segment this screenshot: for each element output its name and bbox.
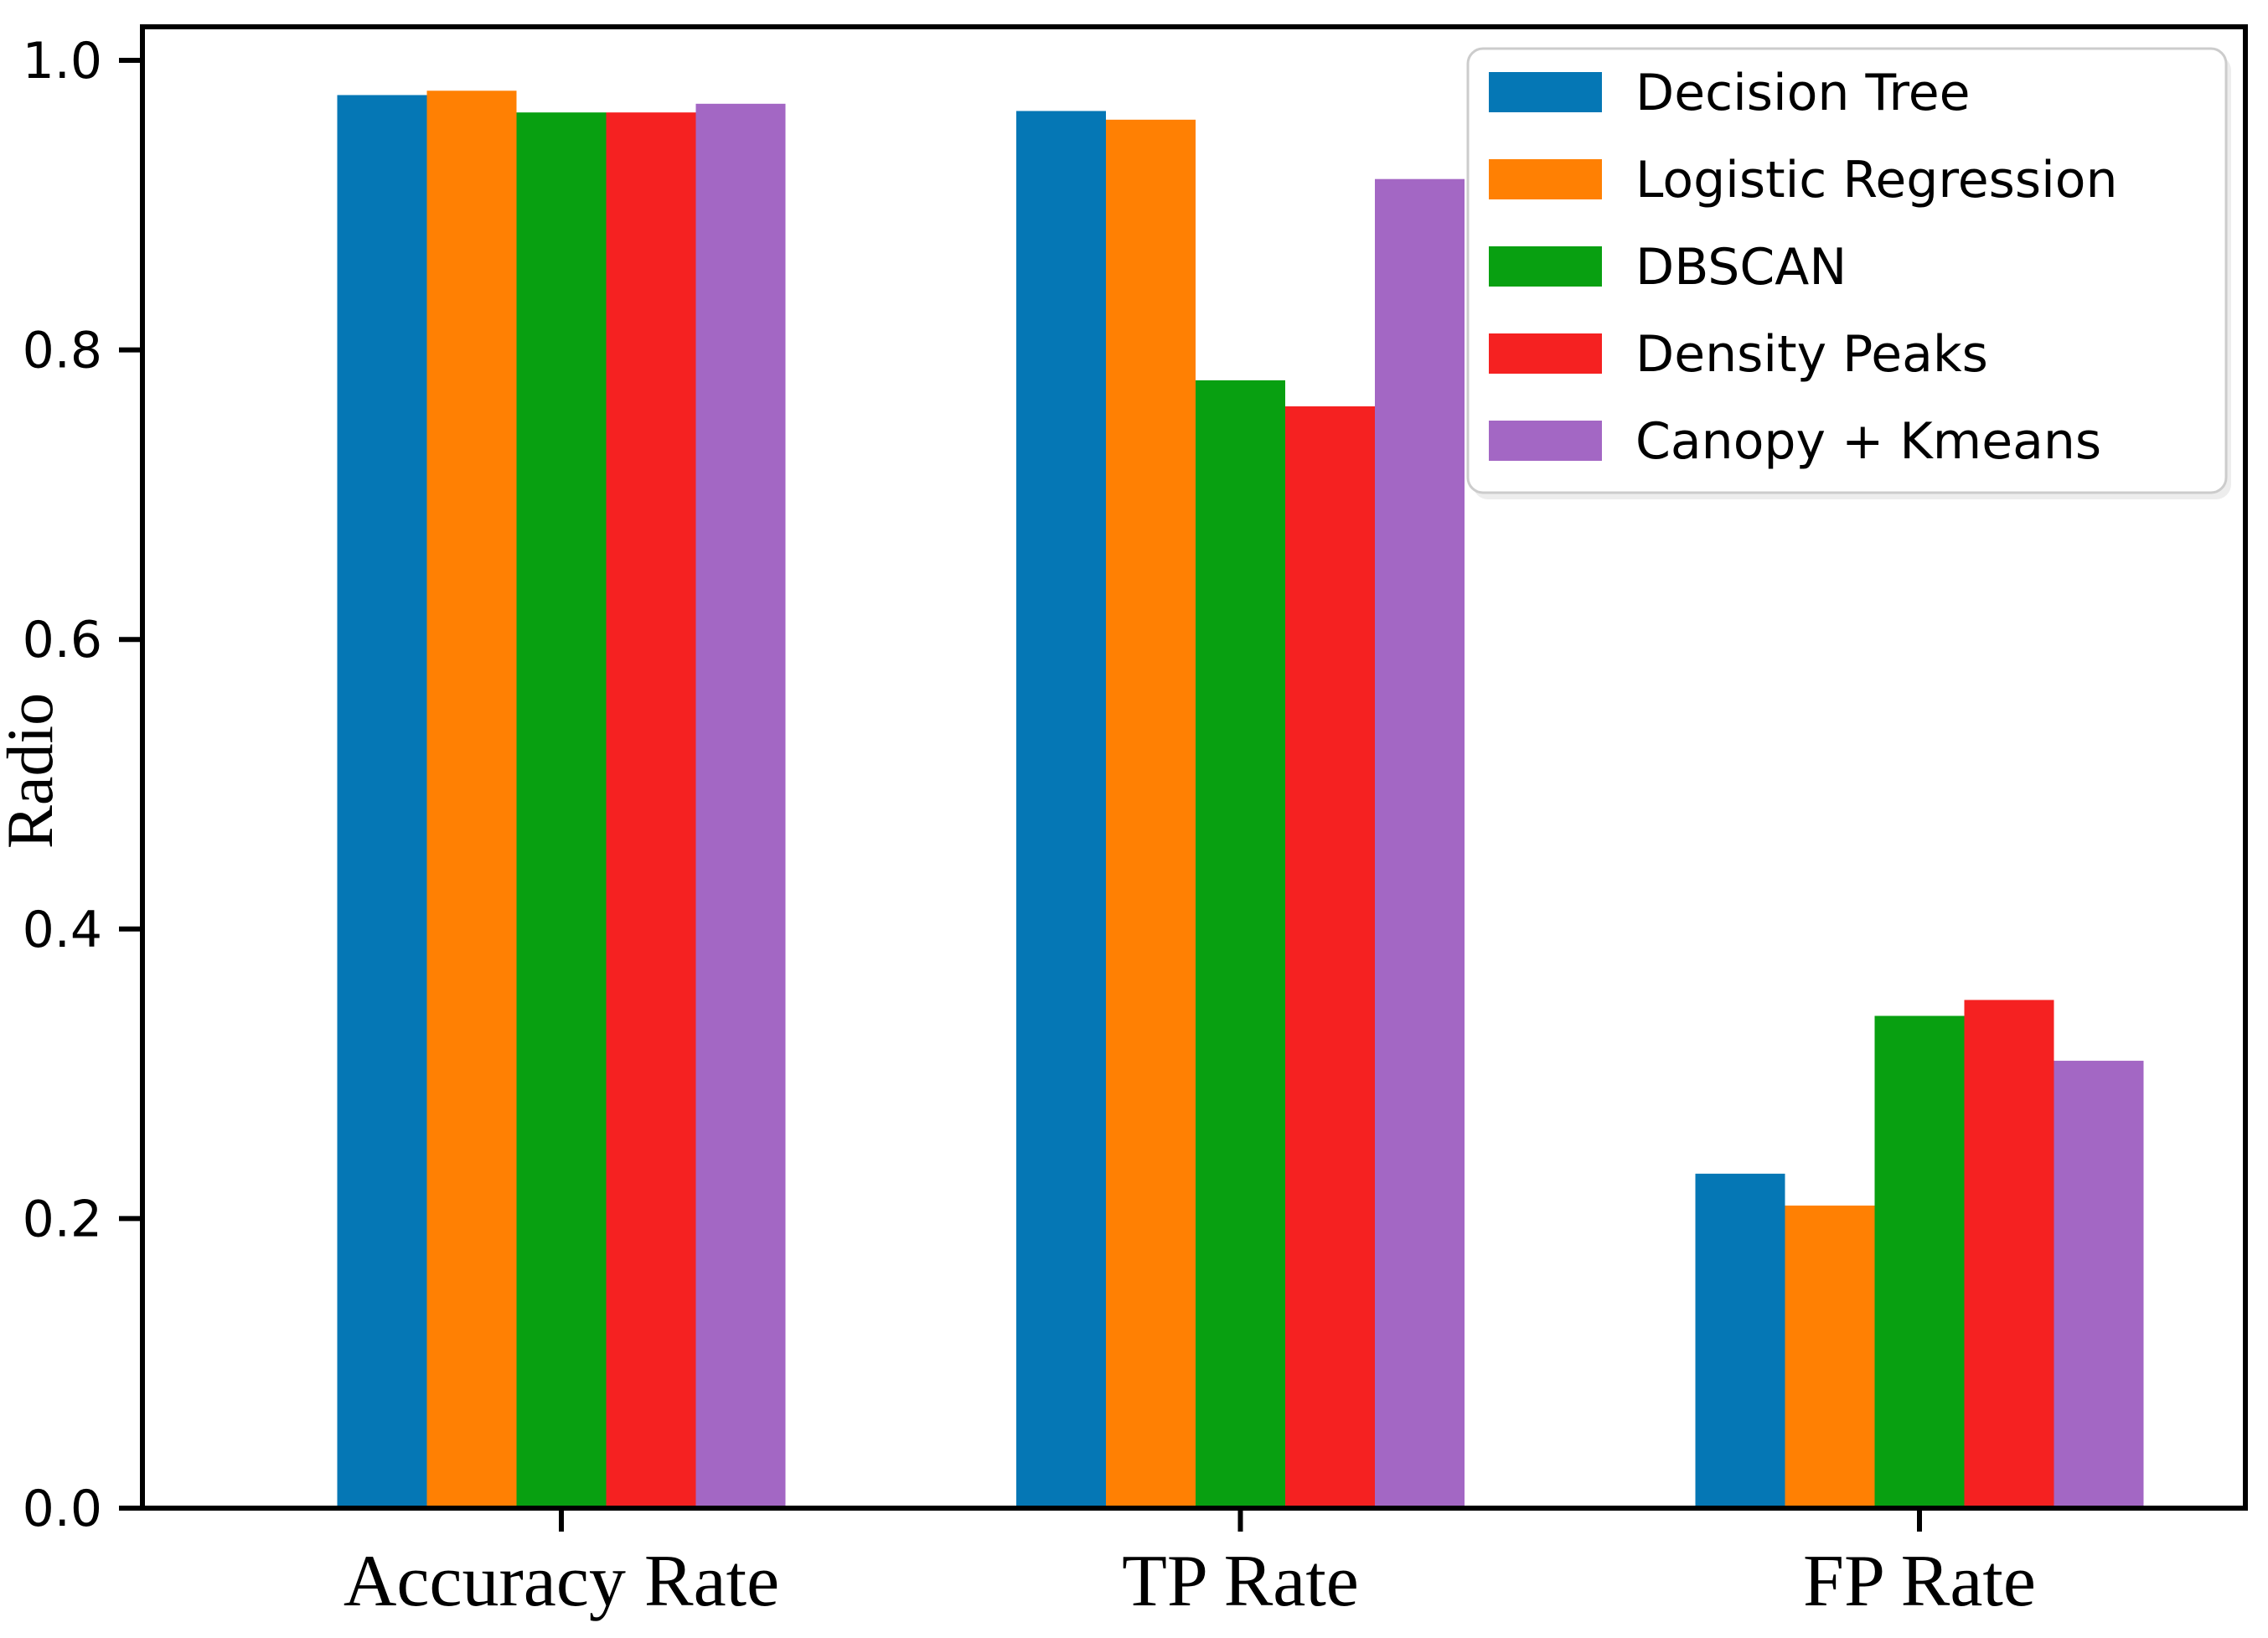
y-tick-label: 0.2 (23, 1190, 102, 1248)
plot-border (140, 24, 2248, 1511)
bar-logistic-regression-accuracy-rate (426, 90, 517, 1509)
bar-canopy-kmeans-accuracy-rate (695, 103, 786, 1509)
y-tick-label: 0.0 (23, 1480, 102, 1538)
y-tick-label: 0.8 (23, 322, 102, 380)
bar-dbscan-fp-rate (1874, 1015, 1965, 1508)
bar-dbscan-tp-rate (1196, 380, 1285, 1509)
legend: Decision Tree Logistic Regression DBSCAN De… (1466, 47, 2231, 499)
legend-swatch-dbscan (1489, 246, 1602, 287)
legend-swatch-canopy-kmeans (1489, 421, 1602, 461)
bar-decision-tree-fp-rate (1695, 1173, 1785, 1508)
legend-swatch-logistic-regression (1489, 159, 1602, 199)
x-category-label: FP Rate (1803, 1541, 2036, 1622)
legend-box (1466, 47, 2228, 494)
legend-label-density-peaks: Density Peaks (1635, 325, 1988, 384)
y-tick-label: 0.6 (23, 611, 102, 669)
legend-label-logistic-regression: Logistic Regression (1635, 151, 2118, 209)
bar-dbscan-accuracy-rate (516, 112, 607, 1508)
bar-decision-tree-tp-rate (1016, 111, 1106, 1509)
bar-logistic-regression-fp-rate (1785, 1205, 1875, 1508)
legend-swatch-density-peaks (1489, 333, 1602, 374)
y-axis-label: Radio (0, 693, 66, 849)
y-tick-label: 1.0 (23, 32, 102, 90)
bar-canopy-kmeans-fp-rate (2054, 1061, 2144, 1508)
x-category-label: TP Rate (1122, 1541, 1359, 1622)
bar-decision-tree-accuracy-rate (337, 95, 427, 1508)
bar-density-peaks-tp-rate (1285, 406, 1375, 1509)
axes-layer: 0.0 0.2 0.4 0.6 0.8 1.0 Accuracy Rate TP Rate FP… (23, 24, 2248, 1622)
bar-density-peaks-accuracy-rate (606, 112, 696, 1508)
legend-label-decision-tree: Decision Tree (1635, 64, 1971, 122)
y-tick-label: 0.4 (23, 901, 102, 959)
x-category-label: Accuracy Rate (344, 1541, 779, 1622)
bar-density-peaks-fp-rate (1964, 1000, 2054, 1508)
bars-layer (337, 90, 2144, 1509)
legend-swatch-decision-tree (1489, 72, 1602, 112)
legend-label-canopy-kmeans: Canopy + Kmeans (1635, 412, 2101, 471)
bar-canopy-kmeans-tp-rate (1375, 178, 1465, 1508)
legend-label-dbscan: DBSCAN (1635, 238, 1847, 297)
bar-logistic-regression-tp-rate (1106, 119, 1196, 1508)
